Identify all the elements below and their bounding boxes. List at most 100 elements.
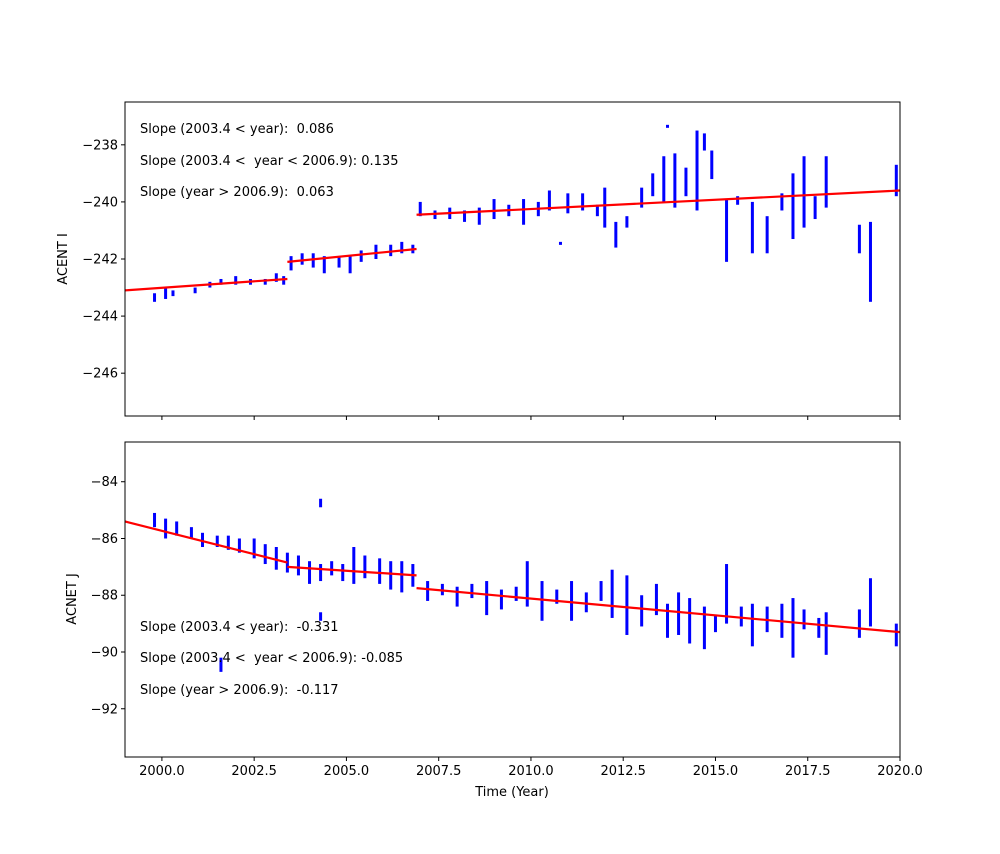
data-point [400, 241, 404, 254]
data-point [610, 569, 614, 618]
data-point [219, 278, 223, 285]
data-point [710, 150, 714, 180]
data-point [319, 612, 323, 621]
data-point [570, 581, 574, 621]
y-tick-label: −86 [91, 532, 118, 547]
data-point [215, 535, 219, 547]
fit-line [416, 587, 901, 634]
data-point [677, 592, 681, 635]
data-point [226, 535, 230, 550]
data-point [352, 547, 356, 584]
data-point [702, 606, 706, 650]
data-point [654, 583, 658, 616]
data-point [599, 581, 603, 601]
x-tick-label: 2017.5 [785, 764, 831, 779]
data-point [153, 512, 157, 528]
data-point [525, 561, 529, 607]
data-point [300, 253, 304, 265]
data-point [274, 273, 278, 282]
y-tick-label: −246 [82, 367, 118, 382]
data-point [702, 133, 706, 151]
data-point [581, 193, 585, 211]
data-point [813, 196, 817, 220]
data-point [802, 609, 806, 630]
plot-marks: −238 −240 −242 −244 −246 [82, 101, 901, 420]
axes-frame [124, 441, 901, 758]
data-point [547, 190, 551, 211]
data-point [400, 561, 404, 593]
x-tick-label: 2020.0 [877, 764, 923, 779]
panel-acent-i: −238 −240 −242 −244 −246 ACENT I Slope (2003… [56, 101, 901, 420]
y-tick-label: −84 [91, 475, 118, 490]
data-point [492, 199, 496, 220]
data-point [470, 583, 474, 599]
x-tick-label: 2007.5 [416, 764, 462, 779]
data-point [175, 521, 179, 536]
data-point [750, 201, 754, 254]
data-point [688, 598, 692, 644]
data-point [153, 293, 157, 302]
data-point [780, 193, 784, 211]
y-tick-label: −92 [91, 702, 118, 717]
data-point [477, 207, 481, 225]
data-point [625, 575, 629, 635]
data-point [193, 287, 197, 294]
y-tick-label: −90 [91, 646, 118, 661]
annotation-slope-1: Slope (2003.4 < year): -0.331 [140, 620, 339, 635]
data-point [894, 623, 898, 647]
fit-line [416, 189, 901, 216]
data-point [725, 199, 729, 262]
plot-marks: 2000.0 2002.5 2005.0 2007.5 2010.0 2012.5 2015… [91, 441, 923, 779]
data-point [666, 124, 669, 128]
fit-line [287, 247, 417, 263]
data-point [791, 598, 795, 658]
data-point [566, 193, 570, 214]
data-point [640, 187, 644, 208]
data-point [263, 278, 267, 285]
annotation-slope-3: Slope (year > 2006.9): -0.117 [140, 683, 339, 698]
data-point [662, 156, 666, 202]
data-point [319, 564, 323, 582]
data-point [540, 581, 544, 621]
y-tick-label: −238 [82, 138, 118, 153]
x-tick-label: 2010.0 [508, 764, 554, 779]
data-point [824, 156, 828, 208]
data-point [374, 244, 378, 259]
data-point [695, 130, 699, 211]
data-point [171, 290, 175, 297]
data-point [296, 555, 300, 576]
data-point [201, 532, 204, 547]
annotation-slope-1: Slope (2003.4 < year): 0.086 [140, 122, 334, 137]
data-point [499, 589, 503, 610]
data-point [389, 561, 393, 590]
data-point [791, 173, 795, 240]
fit-line [287, 565, 417, 577]
data-point [736, 196, 740, 205]
y-tick-label: −240 [82, 195, 118, 210]
data-point [725, 564, 729, 624]
data-point [164, 518, 168, 539]
data-point [558, 241, 562, 245]
data-point [824, 612, 828, 655]
fit-line [124, 277, 288, 292]
data-point [189, 527, 193, 539]
data-point [274, 547, 278, 570]
data-point [337, 256, 341, 268]
y-tick-label: −242 [82, 253, 118, 268]
x-tick-label: 2012.5 [600, 764, 646, 779]
data-point [308, 561, 312, 584]
data-point [522, 199, 526, 225]
x-tick-label: 2005.0 [324, 764, 370, 779]
data-point [514, 586, 518, 601]
data-point [363, 555, 367, 579]
panel-acnet-j: 2000.0 2002.5 2005.0 2007.5 2010.0 2012.5 2015… [65, 441, 923, 800]
data-point [640, 595, 644, 627]
data-point [857, 609, 861, 638]
data-point [595, 204, 599, 217]
data-point [455, 586, 459, 607]
data-point [802, 156, 806, 228]
data-point [817, 617, 821, 638]
data-point [673, 153, 677, 208]
data-point [341, 564, 345, 582]
